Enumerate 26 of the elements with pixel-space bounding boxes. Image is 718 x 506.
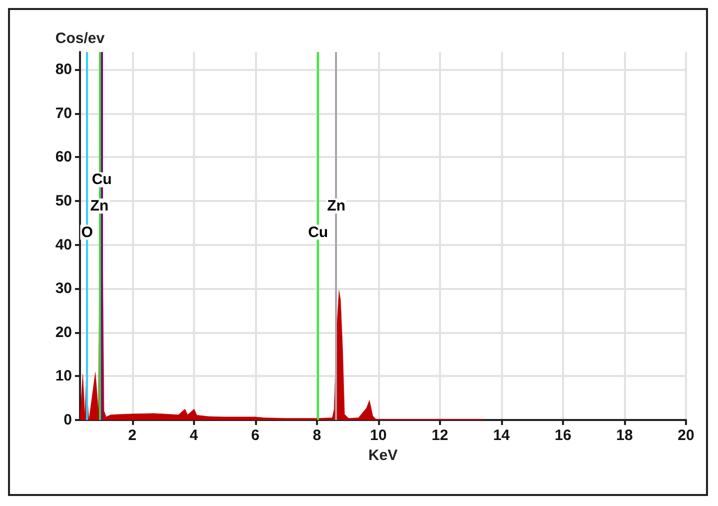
ref-line-label: Zn bbox=[90, 197, 109, 214]
y-axis-title: Cos/ev bbox=[55, 30, 106, 47]
x-tick-label: 4 bbox=[190, 427, 199, 444]
ref-line-label: Cu bbox=[308, 224, 328, 241]
x-tick-label: 8 bbox=[312, 427, 322, 444]
y-tick-label: 50 bbox=[55, 192, 72, 210]
y-tick-label: 30 bbox=[55, 280, 72, 298]
ref-line-label: Cu bbox=[92, 171, 112, 188]
y-tick-label: 40 bbox=[55, 236, 72, 254]
y-tick-label: 20 bbox=[55, 324, 72, 341]
x-tick-label: 14 bbox=[493, 427, 510, 444]
x-tick-label: 6 bbox=[251, 427, 260, 444]
x-tick-label: 2 bbox=[128, 427, 136, 444]
y-tick-label: 60 bbox=[55, 148, 72, 166]
ref-line-label: Zn bbox=[327, 197, 346, 214]
y-tick-label: 70 bbox=[55, 104, 72, 122]
y-tick-label: 80 bbox=[55, 61, 72, 78]
x-axis-title: KeV bbox=[368, 446, 398, 464]
x-tick-label: 12 bbox=[432, 427, 448, 444]
x-tick-label: 10 bbox=[370, 427, 387, 444]
x-tick-label: 16 bbox=[554, 427, 572, 444]
x-tick-label: 18 bbox=[616, 427, 633, 444]
x-tick-label: 20 bbox=[678, 427, 694, 444]
y-tick-label: 10 bbox=[55, 368, 72, 385]
ref-line-label: O bbox=[81, 224, 94, 241]
y-tick-label: 0 bbox=[64, 412, 72, 428]
